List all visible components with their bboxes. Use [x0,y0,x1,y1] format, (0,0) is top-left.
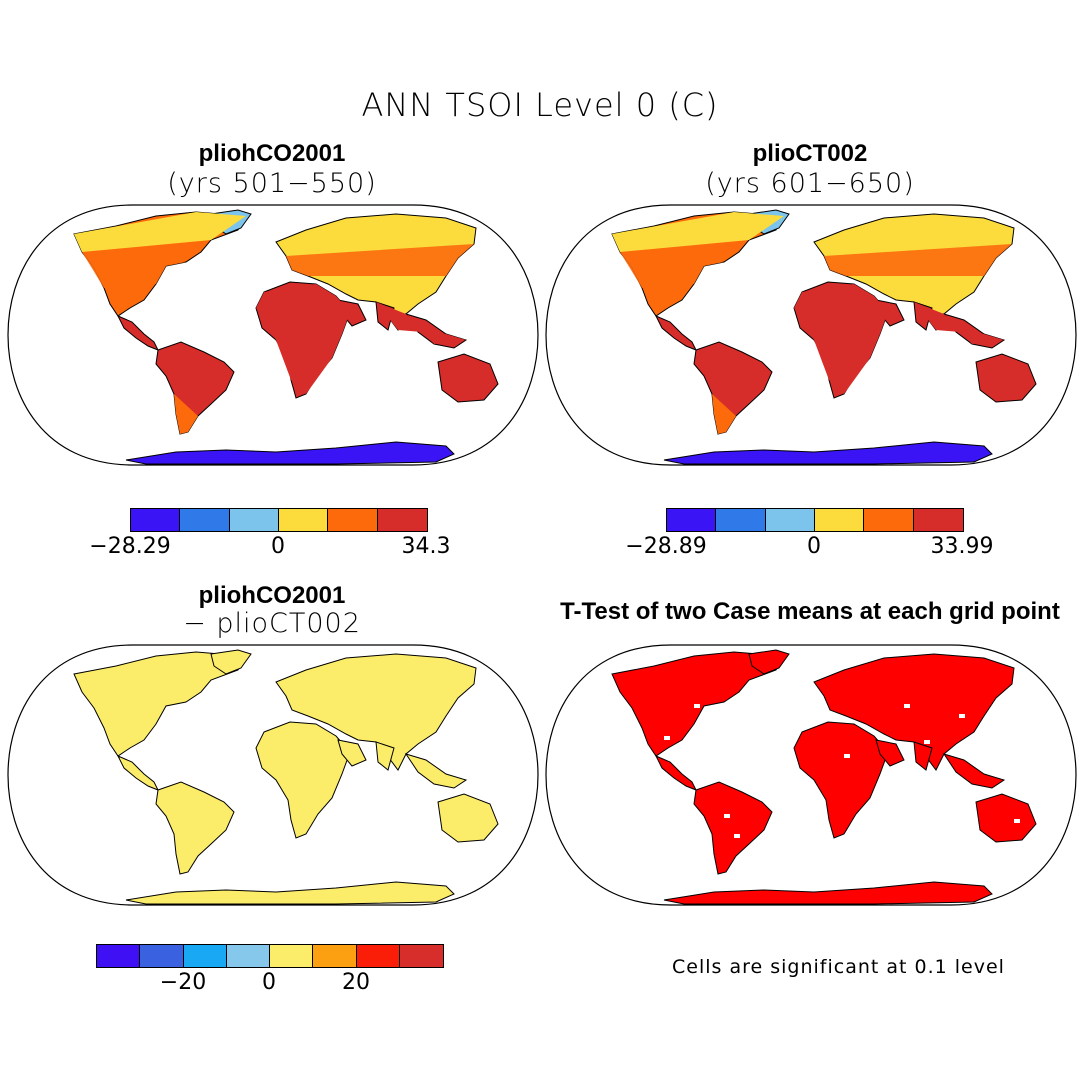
nonsignificant-cell-11 [904,704,910,708]
band-tropics-asia [376,302,466,344]
land-samerica [693,781,773,875]
land-australia [437,353,499,403]
map-border [7,204,539,466]
land-arabia [337,739,367,767]
map-panel-1 [7,204,539,466]
cb3-swatch-3 [183,945,227,967]
band-namerica-south [82,252,186,288]
nonsignificant-cell-7 [734,834,740,838]
cb3-swatch-5 [270,945,314,967]
land-samerica [155,781,235,875]
nonsignificant-cell-4 [874,794,880,798]
panel-3-subtitle: − plioCT002 [183,608,361,639]
land-antarctica [125,441,455,465]
nonsignificant-cell-1 [694,704,700,708]
band-namerica-north [612,212,784,252]
land-antarctica [663,441,993,465]
panel-2-subtitle: (yrs 601−650) [705,168,915,199]
map-land-group [611,209,1037,465]
panel-4-title: T-Test of two Case means at each grid po… [560,598,1060,625]
cb1-swatch-6 [377,509,427,531]
map-panel-3 [7,644,539,906]
band-namerica-south [620,252,724,288]
colorbar-3-tick-zero: 0 [262,970,276,995]
nonsignificant-cell-10 [984,724,990,728]
land-antarctica [663,881,993,905]
land-greenland [748,649,790,675]
colorbar-panel-3 [96,944,444,968]
cb2-swatch-3 [765,509,815,531]
land-australia [975,353,1037,403]
land-arabia [875,739,905,767]
nonsignificant-cell-2 [664,736,670,740]
cb3-swatch-4 [226,945,270,967]
cb1-swatch-1 [131,509,181,531]
band-namerica-north [74,212,246,252]
cb1-swatch-3 [229,509,279,531]
cb3-swatch-2 [140,945,184,967]
land-seasia [404,753,468,789]
cb3-swatch-6 [313,945,357,967]
land-india [375,741,395,771]
cb2-swatch-4 [814,509,865,531]
band-africa [256,284,350,394]
cb1-swatch-2 [180,509,230,531]
nonsignificant-cell-9 [1014,819,1020,823]
band-patagonia [712,394,736,434]
colorbar-1-tick-max: 34.3 [401,534,451,559]
panel-3-title: pliohCO2001 [198,582,346,609]
cb2-swatch-5 [864,509,914,531]
panel-2-title: plioCT002 [752,140,868,167]
land-australia [437,793,499,843]
band-eurasia-south [824,244,1012,276]
map-border [545,204,1077,466]
land-india [913,741,933,771]
cb2-swatch-6 [913,509,963,531]
cb1-swatch-5 [328,509,378,531]
panel-1-title: pliohCO2001 [198,140,346,167]
band-patagonia [174,394,198,434]
panel-1-subtitle: (yrs 501−550) [167,168,377,199]
land-namerica [73,651,247,757]
nonsignificant-cell-8 [724,814,730,818]
band-africa [794,284,888,394]
colorbar-2-tick-min: −28.89 [625,534,707,559]
map-panel-4 [545,644,1077,906]
land-africa [793,721,889,839]
colorbar-2-tick-max: 33.99 [930,534,994,559]
significance-note: Cells are significant at 0.1 level [672,956,1005,978]
cb1-swatch-4 [278,509,329,531]
colorbar-3-tick-neg20: −20 [159,970,207,995]
land-africa [255,721,351,839]
nonsignificant-cell-3 [844,754,850,758]
map-land-group [73,209,499,465]
band-tropics-asia [914,302,1004,344]
figure-title: ANN TSOI Level 0 (C) [361,86,719,124]
land-eurasia [813,653,1015,771]
colorbar-1-tick-zero: 0 [271,534,285,559]
cb3-swatch-7 [356,945,400,967]
cb3-swatch-8 [399,945,443,967]
nonsignificant-cell-6 [924,740,930,744]
colorbar-panel-1 [130,508,428,532]
band-eurasia-south [286,244,474,276]
nonsignificant-cell-5 [959,714,965,718]
colorbar-3-tick-20: 20 [342,970,370,995]
colorbar-2-tick-zero: 0 [807,534,821,559]
land-greenland [210,649,252,675]
land-australia [975,793,1037,843]
land-eurasia [275,653,477,771]
cb3-swatch-1 [97,945,141,967]
map-land-group [611,649,1037,905]
colorbar-1-tick-min: −28.29 [89,534,171,559]
map-panel-2 [545,204,1077,466]
map-border [545,644,1077,906]
cb2-swatch-1 [667,509,717,531]
cb2-swatch-2 [716,509,766,531]
colorbar-panel-2 [666,508,964,532]
land-seasia [942,753,1006,789]
land-antarctica [125,881,455,905]
map-border [7,644,539,906]
map-land-group [73,649,499,905]
